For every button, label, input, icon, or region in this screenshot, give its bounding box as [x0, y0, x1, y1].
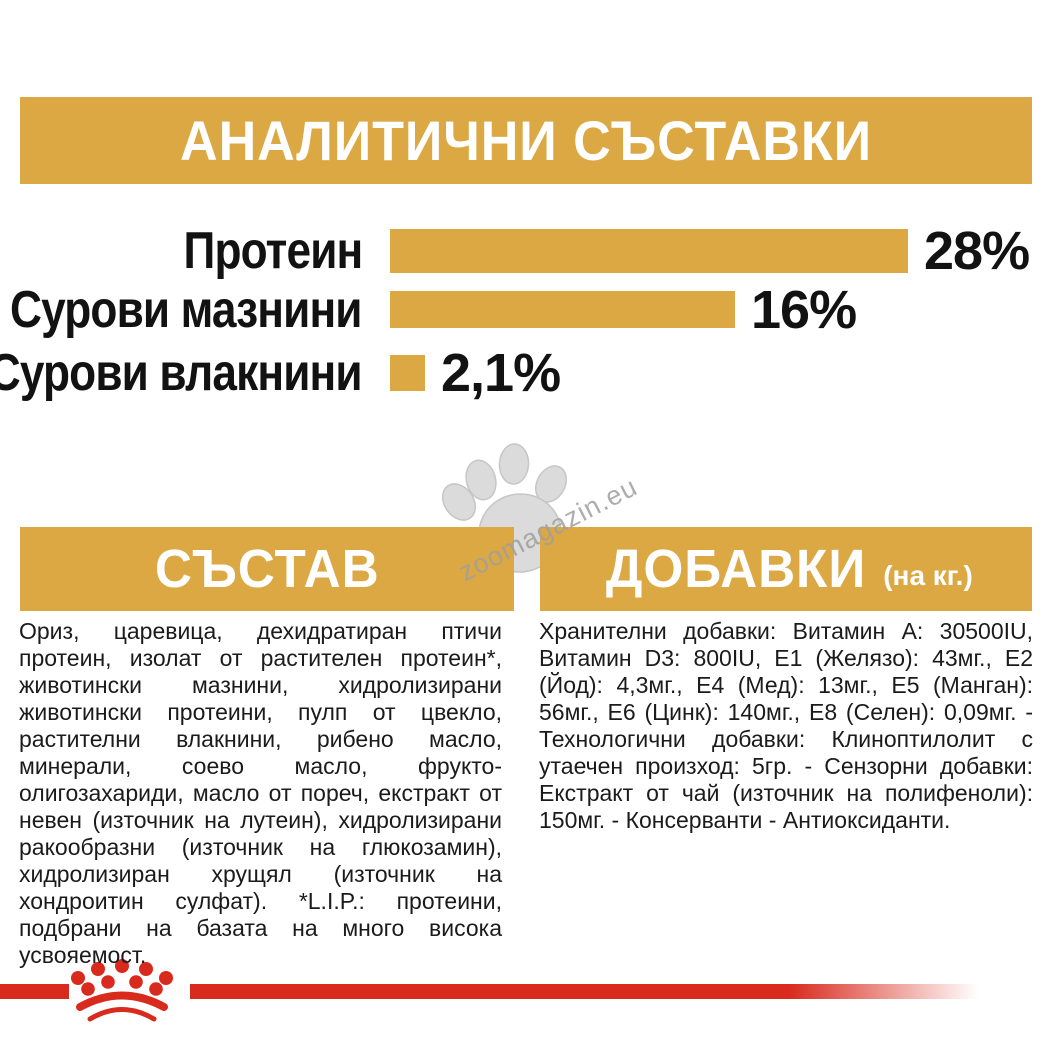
- chart-category-label: Сурови влакнини: [0, 344, 363, 402]
- brand-line-left: [0, 984, 69, 999]
- additives-text: Хранителни добавки: Витамин A: 30500IU, …: [539, 618, 1033, 833]
- analytical-constituents-banner: АНАЛИТИЧНИ СЪСТАВКИ: [20, 97, 1032, 184]
- composition-header: СЪСТАВ: [20, 527, 514, 611]
- additives-title-suffix: (на кг.): [883, 560, 973, 591]
- chart-category-label: Протеин: [183, 222, 363, 280]
- composition-title: СЪСТАВ: [154, 539, 380, 599]
- chart-value-label: 16%: [751, 279, 857, 340]
- additives-header: ДОБАВКИ (на кг.): [540, 527, 1032, 611]
- banner-title: АНАЛИТИЧНИ СЪСТАВКИ: [180, 109, 872, 172]
- chart-category-label: Сурови мазнини: [10, 280, 362, 339]
- composition-text: Ориз, царевица, дехидратиран птичи проте…: [19, 618, 502, 968]
- chart-bar: [390, 229, 908, 273]
- chart-bar: [390, 291, 735, 328]
- chart-bar: [390, 355, 425, 391]
- brand-line-right: [190, 984, 978, 999]
- additives-title: ДОБАВКИ: [606, 539, 867, 599]
- royal-canin-crown-logo-icon: [71, 959, 173, 1022]
- chart-value-label: 2,1%: [441, 343, 561, 403]
- chart-value-label: 28%: [924, 221, 1030, 281]
